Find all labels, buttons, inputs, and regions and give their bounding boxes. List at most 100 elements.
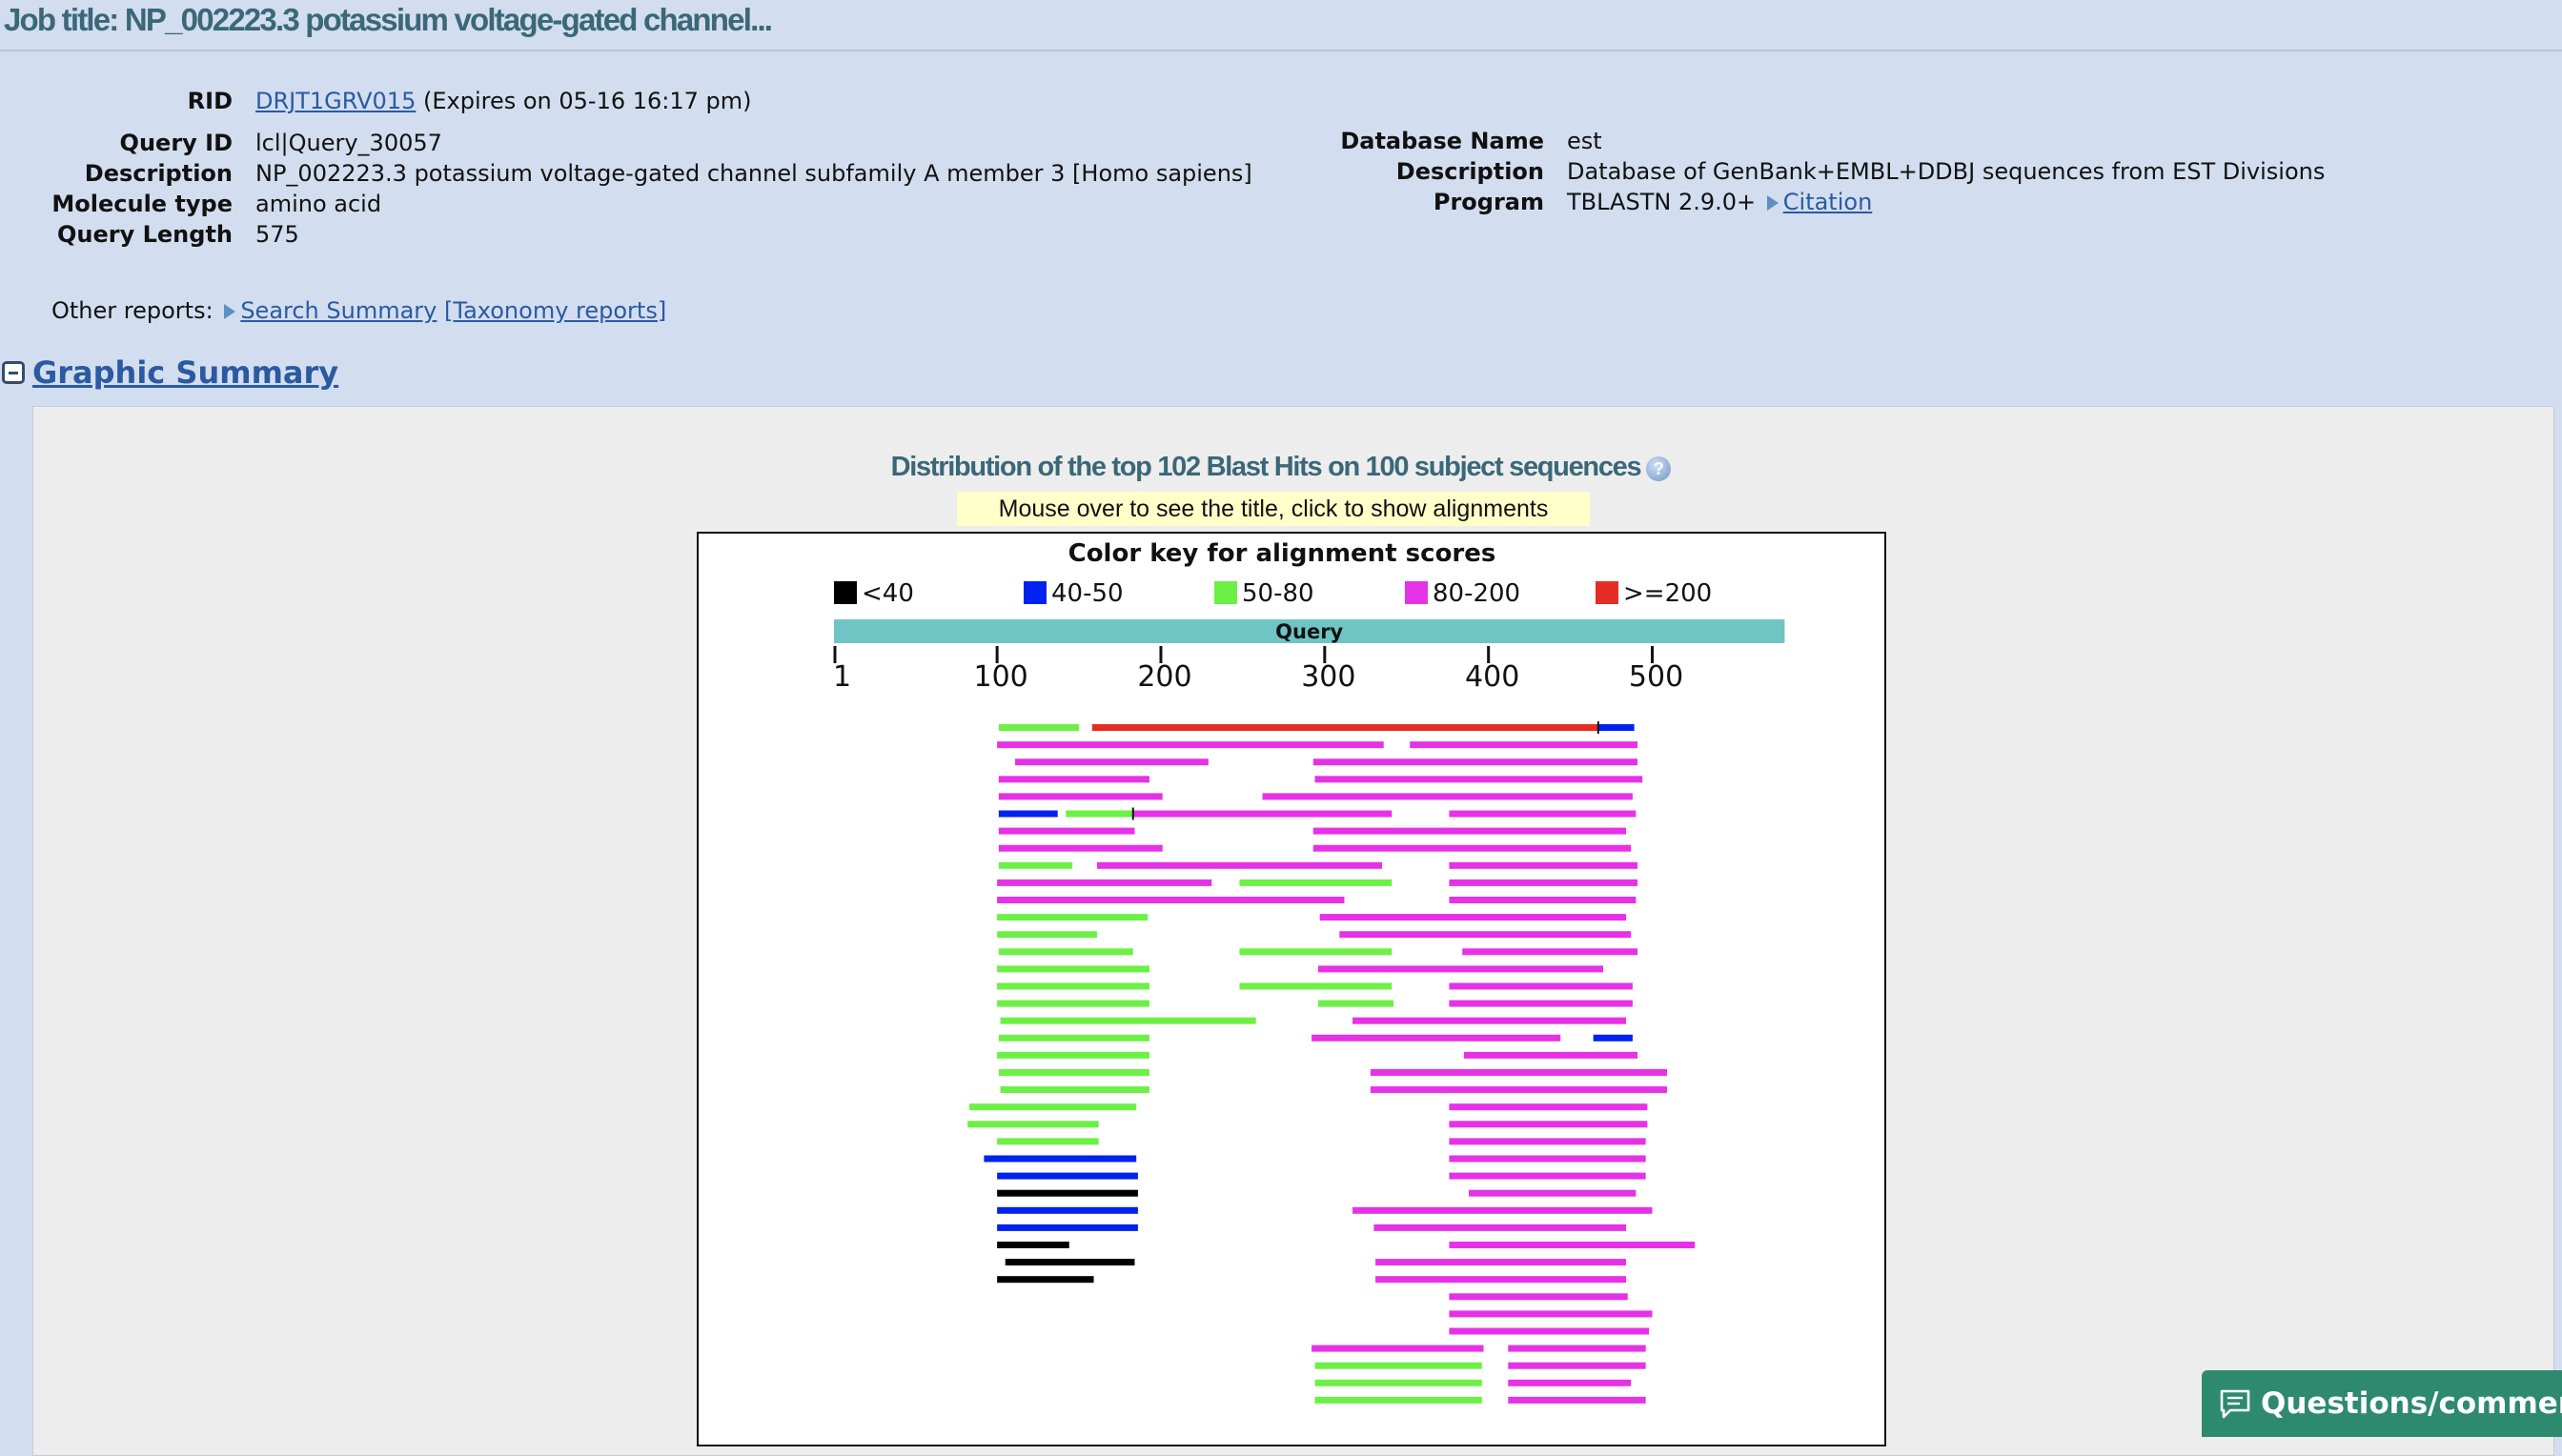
hit-bar[interactable] (1096, 861, 1382, 869)
hit-bar[interactable] (997, 982, 1149, 990)
hit-bar[interactable] (1449, 1293, 1628, 1301)
hit-bar[interactable] (1375, 1259, 1627, 1266)
hit-bar[interactable] (1314, 776, 1643, 783)
hit-bar[interactable] (998, 861, 1073, 869)
hit-bar[interactable] (1015, 758, 1209, 766)
hit-bar[interactable] (997, 914, 1149, 921)
hit-bar[interactable] (1449, 1103, 1648, 1111)
hit-bar[interactable] (1262, 793, 1633, 800)
hit-bar[interactable] (998, 844, 1163, 852)
hit-bar[interactable] (997, 1242, 1069, 1248)
hit-bar[interactable] (1000, 1017, 1256, 1024)
hit-bar[interactable] (998, 1034, 1149, 1041)
hit-bar[interactable] (1239, 948, 1393, 956)
hit-bar[interactable] (1352, 1206, 1653, 1214)
hit-bar[interactable] (1449, 1155, 1646, 1163)
hit-bar[interactable] (1312, 844, 1632, 852)
hit-bar[interactable] (1508, 1345, 1646, 1352)
hit-bar[interactable] (1373, 1223, 1627, 1231)
hit-bar[interactable] (1317, 1000, 1394, 1007)
database-description-label: Description (1395, 158, 1544, 185)
collapse-icon[interactable] (2, 361, 25, 384)
hit-bar[interactable] (1375, 1276, 1627, 1284)
rid-link[interactable]: DRJT1GRV015 (255, 88, 417, 114)
hit-bar[interactable] (997, 741, 1384, 749)
graphic-summary-title[interactable]: Graphic Summary (32, 354, 339, 391)
hit-bar[interactable] (998, 776, 1149, 783)
hit-bar[interactable] (998, 793, 1163, 800)
hit-bar[interactable] (1314, 1379, 1482, 1386)
hit-bar[interactable] (1091, 724, 1598, 731)
hit-bar[interactable] (1132, 810, 1393, 818)
hit-bar[interactable] (1462, 948, 1638, 956)
hit-bar[interactable] (997, 1189, 1138, 1197)
hit-bar[interactable] (998, 948, 1133, 956)
hit-bar[interactable] (1449, 1327, 1650, 1335)
molecule-type-row: Molecule type amino acid (0, 189, 1252, 219)
hit-bar[interactable] (1449, 1138, 1646, 1145)
hit-bar[interactable] (1319, 914, 1627, 921)
hit-bar[interactable] (1314, 1362, 1482, 1369)
hit-bar[interactable] (1469, 1189, 1637, 1197)
hit-bar[interactable] (1312, 827, 1627, 835)
hit-bar[interactable] (1312, 1345, 1484, 1352)
hit-bar[interactable] (998, 827, 1135, 835)
hit-bar[interactable] (1000, 1086, 1149, 1094)
hit-bar[interactable] (997, 965, 1149, 973)
hit-bar[interactable] (1449, 1121, 1648, 1128)
hit-bar[interactable] (1005, 1259, 1135, 1266)
hit-bar[interactable] (1066, 810, 1133, 818)
hit-bar[interactable] (997, 931, 1097, 939)
hit-bar[interactable] (997, 1276, 1094, 1284)
hit-bar[interactable] (1508, 1396, 1646, 1404)
hit-bar[interactable] (1339, 931, 1632, 939)
hit-bar[interactable] (1317, 965, 1603, 973)
hit-bar[interactable] (997, 1172, 1138, 1180)
hit-bar[interactable] (998, 1069, 1149, 1076)
questions-comments-button[interactable]: Questions/comments (2202, 1370, 2562, 1437)
search-summary-link[interactable]: Search Summary (240, 297, 437, 324)
hit-bar[interactable] (1449, 861, 1638, 869)
hit-bar[interactable] (1410, 741, 1638, 749)
hit-bar[interactable] (1312, 1034, 1561, 1041)
hit-bar[interactable] (1597, 724, 1635, 731)
hit-bar[interactable] (1449, 810, 1637, 818)
hit-bar[interactable] (1370, 1086, 1667, 1094)
axis-tick-label: 1 (833, 660, 851, 694)
hit-bar[interactable] (997, 1223, 1138, 1231)
hit-bar[interactable] (998, 724, 1080, 731)
hit-bar[interactable] (1449, 1310, 1653, 1318)
citation-link[interactable]: Citation (1782, 189, 1873, 215)
hit-bar[interactable] (1449, 982, 1633, 990)
hit-bar[interactable] (997, 1000, 1149, 1007)
hit-bar[interactable] (997, 1051, 1149, 1059)
hit-bar[interactable] (1312, 758, 1638, 766)
hit-bar[interactable] (984, 1155, 1137, 1163)
hit-bar[interactable] (1463, 1051, 1638, 1059)
hit-bar[interactable] (1239, 982, 1393, 990)
hit-bar[interactable] (1449, 1000, 1633, 1007)
hit-bar[interactable] (1449, 1172, 1646, 1180)
hit-bar[interactable] (1593, 1034, 1633, 1041)
hit-bar[interactable] (1370, 1069, 1667, 1076)
hit-bar[interactable] (997, 1206, 1138, 1214)
database-name-row: Database Name est (0, 126, 2325, 156)
hit-bar[interactable] (997, 897, 1345, 903)
distribution-title: Distribution of the top 102 Blast Hits o… (0, 452, 2562, 483)
help-icon[interactable]: ? (1646, 456, 1672, 481)
hit-bar[interactable] (1239, 879, 1393, 886)
hit-bar[interactable] (997, 879, 1212, 886)
hit-bar[interactable] (997, 1138, 1099, 1145)
hit-bar[interactable] (998, 810, 1058, 818)
hit-bar[interactable] (1449, 897, 1637, 903)
hit-bar[interactable] (1508, 1379, 1632, 1386)
taxonomy-reports-link[interactable]: [Taxonomy reports] (444, 297, 667, 324)
hit-bar[interactable] (1449, 879, 1638, 886)
hit-bar[interactable] (1314, 1396, 1482, 1404)
hit-bar[interactable] (1508, 1362, 1646, 1369)
hit-bar[interactable] (1352, 1017, 1627, 1024)
hit-bar[interactable] (967, 1121, 1099, 1128)
hit-bar[interactable] (968, 1103, 1137, 1111)
hit-bar[interactable] (1449, 1242, 1696, 1248)
query-id-row: Query ID lcl|Query_30057 (0, 128, 1252, 158)
